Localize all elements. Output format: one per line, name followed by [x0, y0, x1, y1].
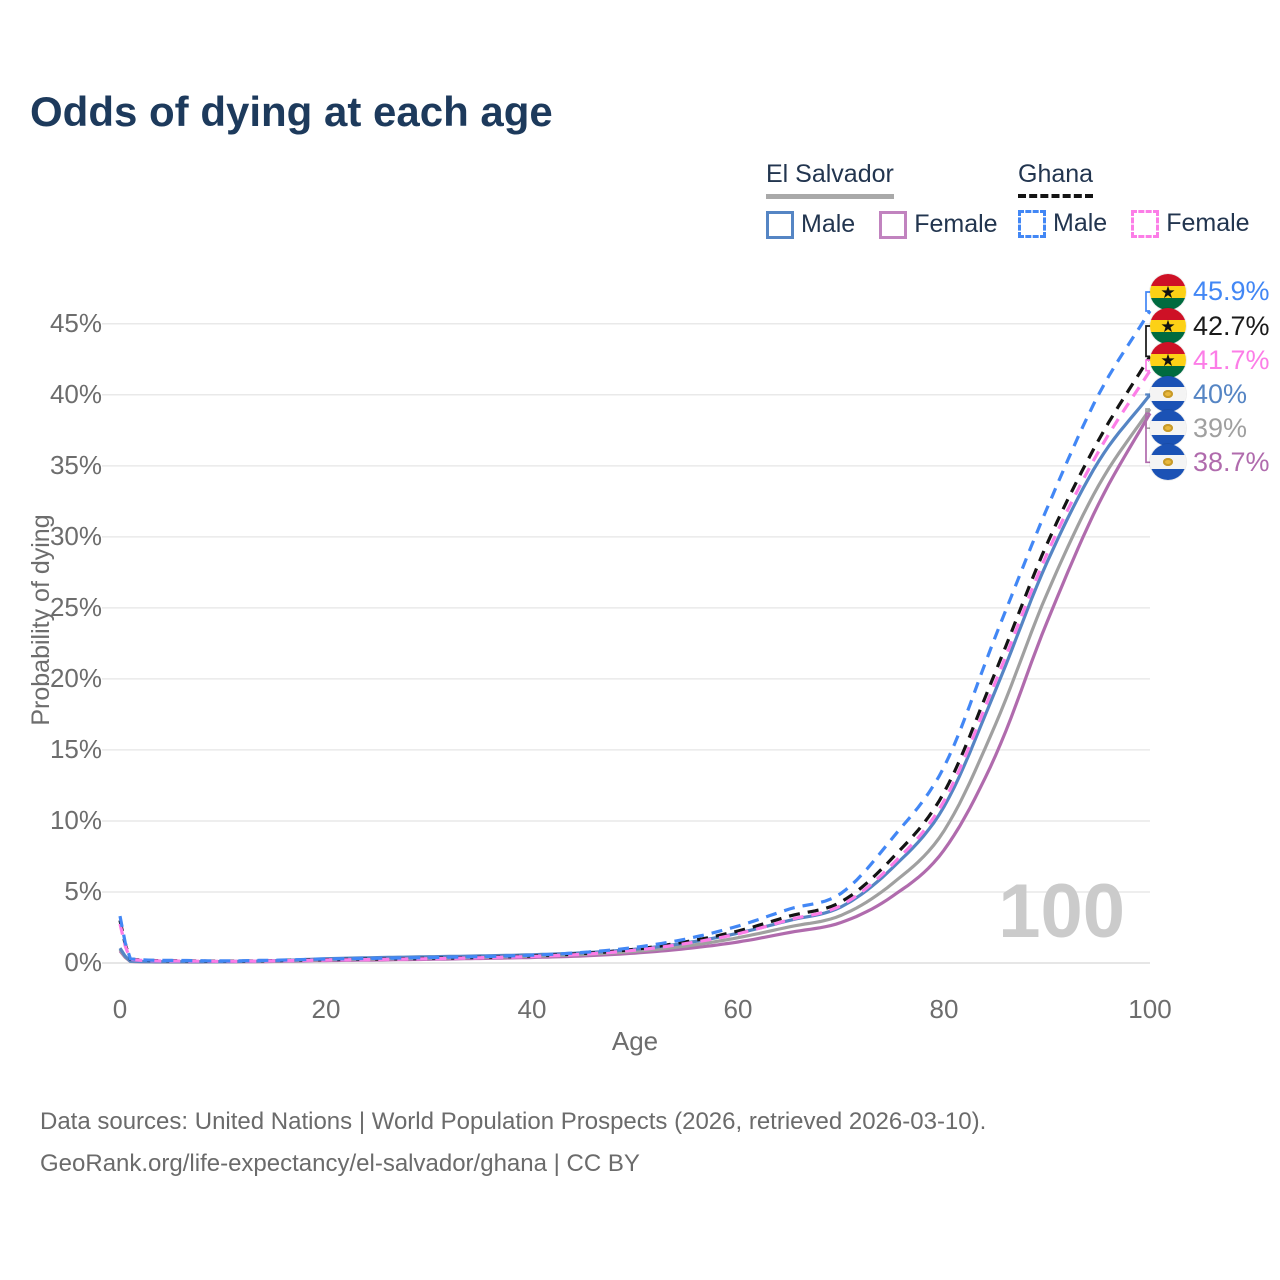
y-tick-label: 30% [49, 520, 102, 551]
series-end-label: ★ 45.9% [1150, 273, 1270, 310]
ghana-flag-icon: ★ [1150, 308, 1186, 345]
x-tick-label: 40 [517, 994, 547, 1024]
el-salvador-flag-icon [1150, 410, 1186, 447]
legend-country-ghana: Ghana [1018, 160, 1094, 198]
y-tick-label: 20% [49, 662, 102, 693]
black-star-icon: ★ [1160, 317, 1176, 337]
coat-of-arms-icon [1163, 424, 1173, 433]
age-watermark: 100 [998, 869, 1125, 954]
end-label-value: 42.7% [1193, 310, 1270, 341]
checkbox-icon [766, 210, 794, 239]
end-label-value: 39% [1193, 412, 1248, 443]
end-label-value: 38.7% [1193, 446, 1270, 477]
y-tick-label: 15% [49, 733, 102, 764]
series-end-label: ★ 41.7% [1150, 342, 1270, 379]
y-tick-label: 10% [49, 804, 102, 835]
black-star-icon: ★ [1160, 282, 1176, 302]
legend-item-label: Male [801, 210, 856, 238]
y-tick-label: 0% [64, 947, 102, 977]
x-tick-label: 0 [112, 994, 128, 1024]
y-axis-title: Probability of dying [27, 514, 55, 726]
end-label-value: 41.7% [1193, 344, 1270, 375]
series-line [118, 355, 1152, 963]
y-tick-label: 45% [49, 307, 102, 338]
ghana-flag-icon: ★ [1150, 342, 1186, 379]
legend-item-el-salvador-male[interactable]: Male [766, 210, 855, 239]
end-label-value: 40% [1193, 378, 1248, 409]
legend-item-el-salvador-female[interactable]: Female [879, 210, 998, 239]
legend-item-label: Female [1166, 209, 1250, 237]
series-end-label: 38.7% [1150, 444, 1270, 481]
series-end-label: ★ 42.7% [1150, 308, 1270, 345]
ghana-flag-icon: ★ [1150, 273, 1186, 310]
legend-country-el-salvador: El Salvador [766, 160, 894, 199]
x-tick-label: 80 [929, 994, 959, 1024]
legend-item-ghana-female[interactable]: Female [1131, 209, 1250, 238]
checkbox-icon [1018, 209, 1046, 238]
legend-item-ghana-male[interactable]: Male [1018, 209, 1107, 238]
checkbox-icon [879, 210, 908, 239]
end-label-value: 45.9% [1193, 276, 1270, 307]
coat-of-arms-icon [1163, 390, 1173, 399]
x-tick-label: 100 [1128, 994, 1172, 1024]
x-axis-title: Age [611, 1026, 659, 1056]
checkbox-icon [1131, 209, 1160, 238]
y-tick-label: 35% [49, 449, 102, 480]
series-end-label: 40% [1150, 376, 1248, 413]
coat-of-arms-icon [1163, 458, 1173, 467]
legend-item-label: Male [1053, 209, 1108, 237]
y-tick-label: 40% [49, 378, 102, 409]
el-salvador-flag-icon [1150, 444, 1186, 481]
series-end-label: 39% [1150, 410, 1248, 447]
data-sources-note: Data sources: United Nations | World Pop… [40, 1108, 987, 1135]
y-tick-label: 5% [64, 875, 102, 906]
legend-group-ghana: Ghana Male Female [1018, 160, 1250, 238]
x-tick-label: 20 [311, 994, 341, 1024]
legend-group-el-salvador: El Salvador Male Female [766, 160, 998, 239]
y-tick-label: 25% [49, 591, 102, 622]
el-salvador-flag-icon [1150, 376, 1186, 413]
legend-item-label: Female [914, 210, 998, 238]
series-line [118, 310, 1152, 963]
page-title: Odds of dying at each age [30, 88, 553, 135]
attribution-note: GeoRank.org/life-expectancy/el-salvador/… [40, 1150, 640, 1177]
series-line [118, 369, 1152, 963]
x-tick-label: 60 [723, 994, 753, 1024]
black-star-icon: ★ [1160, 351, 1176, 371]
